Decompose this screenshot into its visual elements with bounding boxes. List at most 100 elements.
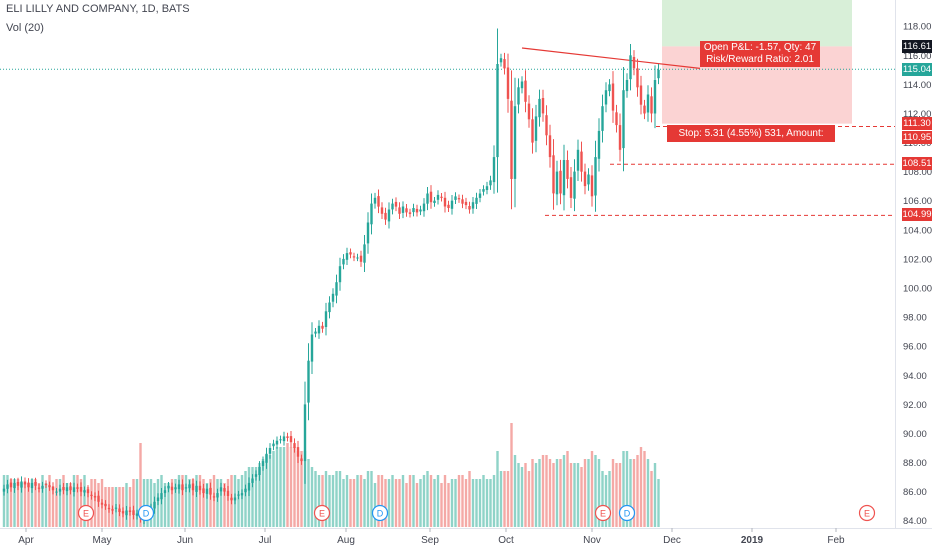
volume-bar	[34, 479, 37, 527]
volume-bar	[247, 467, 251, 527]
volume-bar	[440, 483, 443, 527]
volume-bar	[636, 455, 639, 527]
volume-bar	[62, 475, 65, 527]
volume-bar	[163, 483, 167, 527]
dividend-event-icon	[618, 504, 636, 522]
price-axis[interactable]: 118.00116.00114.00112.00110.00108.00106.…	[903, 22, 932, 528]
volume-bar	[205, 483, 209, 527]
candle-body	[205, 488, 209, 494]
candle-body	[475, 197, 478, 204]
candle-body	[160, 493, 163, 500]
candle-body	[625, 80, 629, 92]
candle-body	[16, 482, 20, 486]
volume-bar	[555, 459, 559, 527]
volume-bar	[517, 463, 520, 527]
volume-bar	[352, 479, 356, 527]
volume-bar	[370, 471, 373, 527]
candle-body	[359, 255, 363, 262]
x-tick-label: May	[93, 535, 112, 546]
candle-body	[198, 485, 202, 491]
volume-bar	[181, 475, 184, 527]
volume-bars	[2, 423, 660, 527]
candle-body	[338, 266, 342, 283]
volume-bar	[415, 483, 419, 527]
volume-bar	[135, 479, 139, 527]
candle-body	[6, 484, 9, 489]
volume-bar	[41, 475, 44, 527]
dividend-event-icon	[137, 504, 155, 522]
price-tag-level-2: 104.99	[902, 208, 932, 221]
volume-bar	[380, 475, 384, 527]
candle-body	[555, 171, 559, 195]
candle-body	[286, 436, 289, 438]
volume-bar	[258, 463, 261, 527]
volume-bar	[587, 459, 590, 527]
y-tick-label: 92.00	[903, 400, 927, 411]
candle-body	[37, 487, 41, 489]
candle-body	[377, 196, 380, 207]
candle-body	[23, 481, 27, 485]
volume-bar	[384, 479, 387, 527]
candle-body	[104, 503, 107, 507]
symbol-title[interactable]: ELI LILLY AND COMPANY, 1D, BATS	[6, 3, 190, 15]
candle-body	[629, 55, 632, 80]
candle-body	[601, 106, 604, 131]
x-tick-label: 2019	[741, 535, 764, 546]
risk-reward-text: Risk/Reward Ratio: 2.01	[706, 54, 814, 65]
y-tick-label: 84.00	[903, 516, 927, 527]
volume-bar	[121, 487, 125, 527]
candle-body	[471, 202, 475, 209]
volume-bar	[177, 475, 181, 527]
x-tick-label: Dec	[663, 535, 681, 546]
candle-body	[657, 69, 660, 79]
candle-body	[401, 206, 405, 213]
event-marker-label: D	[624, 509, 631, 519]
volume-bar	[363, 479, 366, 527]
price-tag-current: 115.04	[902, 63, 932, 76]
candle-body	[450, 200, 454, 209]
y-tick-label: 90.00	[903, 429, 927, 440]
candle-body	[464, 201, 468, 206]
candle-body	[496, 64, 499, 158]
volume-bar	[601, 471, 604, 527]
volume-bar	[429, 475, 433, 527]
volume-bar	[391, 475, 394, 527]
candle-body	[275, 440, 279, 445]
y-tick-label: 112.00	[903, 109, 931, 120]
candle-body	[223, 488, 226, 492]
candle-body	[440, 196, 443, 198]
volume-bar	[300, 451, 303, 527]
candle-body	[226, 490, 230, 496]
candle-body	[492, 157, 496, 183]
x-tick-label: Oct	[498, 535, 514, 546]
volume-bar	[69, 483, 72, 527]
volume-bar	[527, 471, 531, 527]
candle-body	[650, 96, 653, 114]
volume-indicator-label[interactable]: Vol (20)	[6, 22, 44, 34]
volume-bar	[531, 459, 534, 527]
volume-bar	[398, 479, 401, 527]
event-marker-label: D	[377, 509, 384, 519]
candle-body	[457, 198, 461, 200]
candle-body	[41, 485, 44, 489]
candle-body	[643, 105, 646, 114]
volume-bar	[93, 479, 97, 527]
y-tick-label: 96.00	[903, 342, 927, 353]
stop-label: Stop: 5.31 (4.55%) 531, Amount: 750.43	[667, 125, 835, 156]
candle-body	[394, 201, 398, 207]
candle-body	[219, 487, 223, 492]
y-tick-label: 88.00	[903, 458, 927, 469]
volume-bar	[226, 479, 230, 527]
volume-bar	[496, 451, 499, 527]
volume-bar	[293, 447, 296, 527]
volume-bar	[170, 479, 174, 527]
time-axis[interactable]: Apr May Jun Jul Aug Sep Oct Nov Dec 2019 Feb	[18, 528, 845, 546]
candle-body	[590, 175, 594, 197]
y-tick-label: 94.00	[903, 371, 927, 382]
volume-bar	[485, 479, 489, 527]
candle-body	[534, 116, 538, 141]
candle-body	[244, 488, 247, 493]
candle-body	[517, 87, 520, 105]
